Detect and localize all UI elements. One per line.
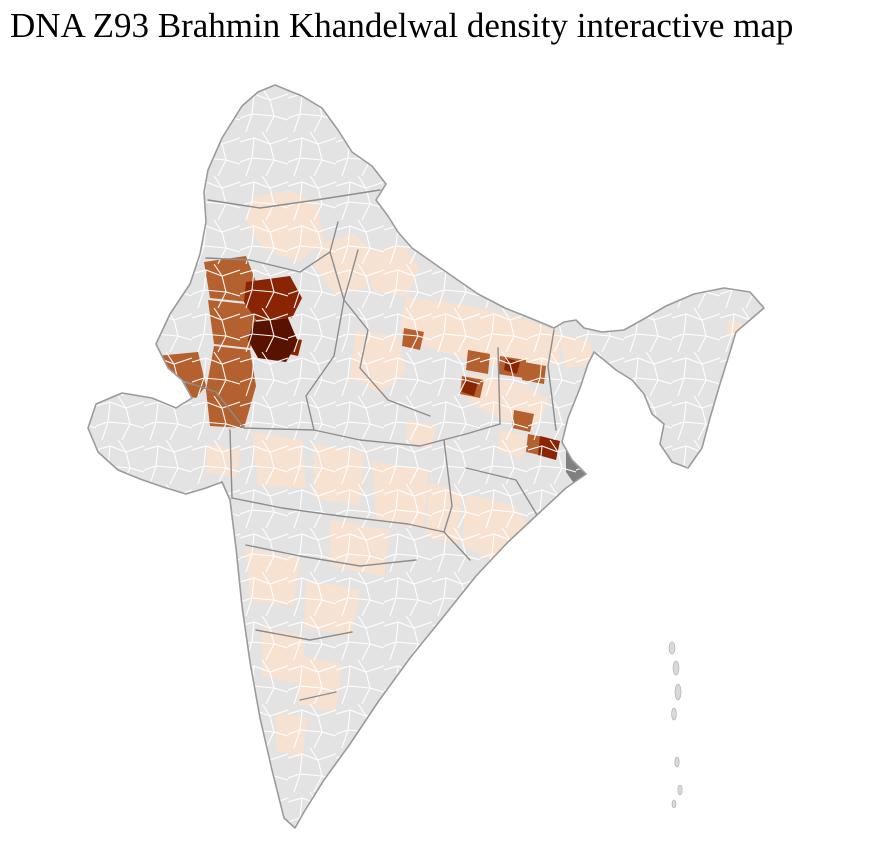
page-title: DNA Z93 Brahmin Khandelwal density inter… bbox=[10, 6, 794, 45]
andaman-nicobar-islands[interactable] bbox=[668, 641, 683, 809]
district-borders-overlay bbox=[88, 85, 764, 828]
state-borders bbox=[179, 189, 557, 701]
